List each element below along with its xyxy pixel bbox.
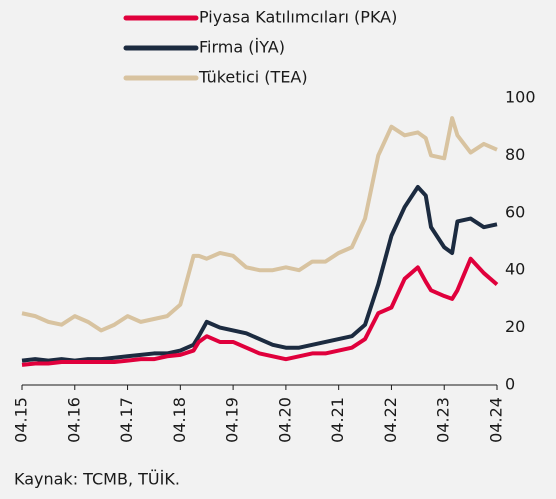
series-line xyxy=(21,256,499,367)
x-tick-label: 04.18 xyxy=(170,397,189,443)
x-tick-label: 04.20 xyxy=(275,397,294,443)
legend-label: Piyasa Katılımcıları (PKA) xyxy=(199,8,397,27)
x-tick-label: 04.19 xyxy=(223,397,242,443)
y-tick-label: 100 xyxy=(505,88,536,107)
x-tick-label: 04.22 xyxy=(381,397,400,443)
x-tick-label: 04.17 xyxy=(117,397,136,443)
y-tick-label: 80 xyxy=(505,145,525,164)
x-tick-label: 04.24 xyxy=(487,397,506,443)
legend-label: Firma (İYA) xyxy=(199,38,285,57)
source-note: Kaynak: TCMB, TÜİK. xyxy=(14,470,180,489)
x-tick-label: 04.23 xyxy=(434,397,453,443)
x-tick-label: 04.15 xyxy=(12,397,31,443)
x-tick-label: 04.16 xyxy=(64,397,83,443)
series-line xyxy=(21,184,498,363)
x-tick-label: 04.21 xyxy=(328,397,347,443)
y-tick-label: 60 xyxy=(505,202,525,221)
legend-label: Tüketici (TEA) xyxy=(198,68,308,87)
y-tick-label: 40 xyxy=(505,260,525,279)
series-line xyxy=(21,116,498,333)
y-tick-label: 20 xyxy=(505,317,525,336)
y-tick-label: 0 xyxy=(505,375,515,394)
